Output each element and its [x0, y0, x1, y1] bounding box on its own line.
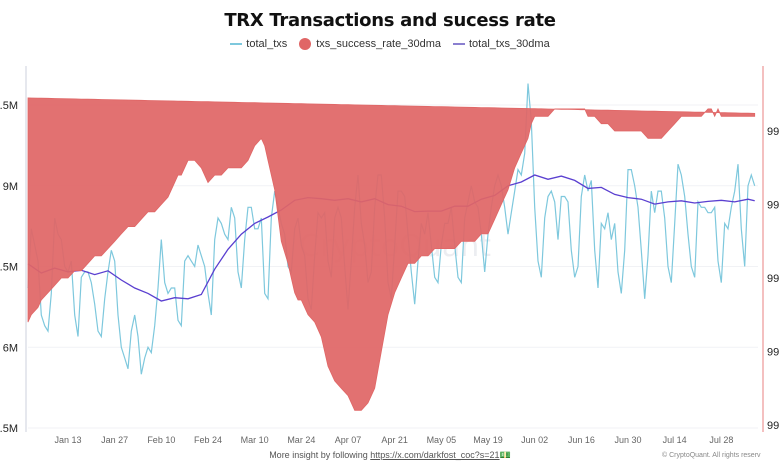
right-y-axis: 99 99 99 99 99 — [767, 126, 779, 432]
x-tick-label: Mar 10 — [241, 435, 269, 445]
legend-label: txs_success_rate_30dma — [316, 38, 441, 50]
legend-item-total-txs-30dma[interactable]: total_txs_30dma — [452, 38, 550, 50]
right-y-tick-label: 99 — [767, 347, 779, 359]
right-y-tick-label: 99 — [767, 200, 779, 212]
chart-title: TRX Transactions and sucess rate — [224, 10, 556, 31]
legend-item-total-txs[interactable]: total_txs — [230, 38, 287, 50]
x-tick-label: May 05 — [427, 435, 457, 445]
legend: total_txs txs_success_rate_30dma total_t… — [0, 38, 780, 50]
x-tick-label: Apr 07 — [335, 435, 362, 445]
footer-text: More insight by following — [269, 450, 371, 460]
x-tick-label: Mar 24 — [287, 435, 315, 445]
x-tick-label: May 19 — [473, 435, 503, 445]
money-emoji-icon: 💵 — [499, 450, 511, 460]
x-tick-label: Feb 10 — [147, 435, 175, 445]
x-tick-label: Jun 30 — [614, 435, 641, 445]
footer-link[interactable]: https://x.com/darkfost_coc?s=21 — [370, 450, 500, 460]
fill-layer — [27, 97, 756, 411]
legend-line-icon — [230, 43, 243, 45]
left-y-tick-label: 9M — [3, 181, 18, 193]
x-axis: Jan 13 Jan 27 Feb 10 Feb 24 Mar 10 Mar 24 Apr … — [54, 435, 733, 445]
left-y-tick-label: .5M — [0, 100, 18, 112]
x-tick-label: Jun 16 — [568, 435, 595, 445]
legend-dot-icon — [299, 38, 312, 50]
series-success-rate-area — [27, 97, 756, 411]
left-y-tick-label: .5M — [0, 423, 18, 435]
legend-item-success-rate[interactable]: txs_success_rate_30dma — [299, 38, 441, 50]
right-y-tick-label: 99 — [767, 273, 779, 285]
legend-label: total_txs_30dma — [468, 38, 550, 50]
x-tick-label: Jun 02 — [521, 435, 548, 445]
left-y-tick-label: .5M — [0, 262, 18, 274]
x-tick-label: Jan 27 — [101, 435, 128, 445]
x-tick-label: Jul 28 — [709, 435, 733, 445]
right-y-tick-label: 99 — [767, 126, 779, 138]
legend-line-icon — [452, 43, 465, 45]
right-y-tick-label: 99 — [767, 420, 779, 432]
x-tick-label: Jan 13 — [54, 435, 81, 445]
x-tick-label: Feb 24 — [194, 435, 222, 445]
left-y-tick-label: 6M — [3, 342, 18, 354]
x-tick-label: Jul 14 — [663, 435, 687, 445]
footer: More insight by following https://x.com/… — [0, 450, 780, 461]
copyright: © CryptoQuant. All rights reserv — [662, 452, 761, 459]
x-tick-label: Apr 21 — [381, 435, 408, 445]
left-y-axis: .5M 9M .5M 6M .5M — [0, 100, 18, 435]
legend-label: total_txs — [246, 38, 288, 50]
